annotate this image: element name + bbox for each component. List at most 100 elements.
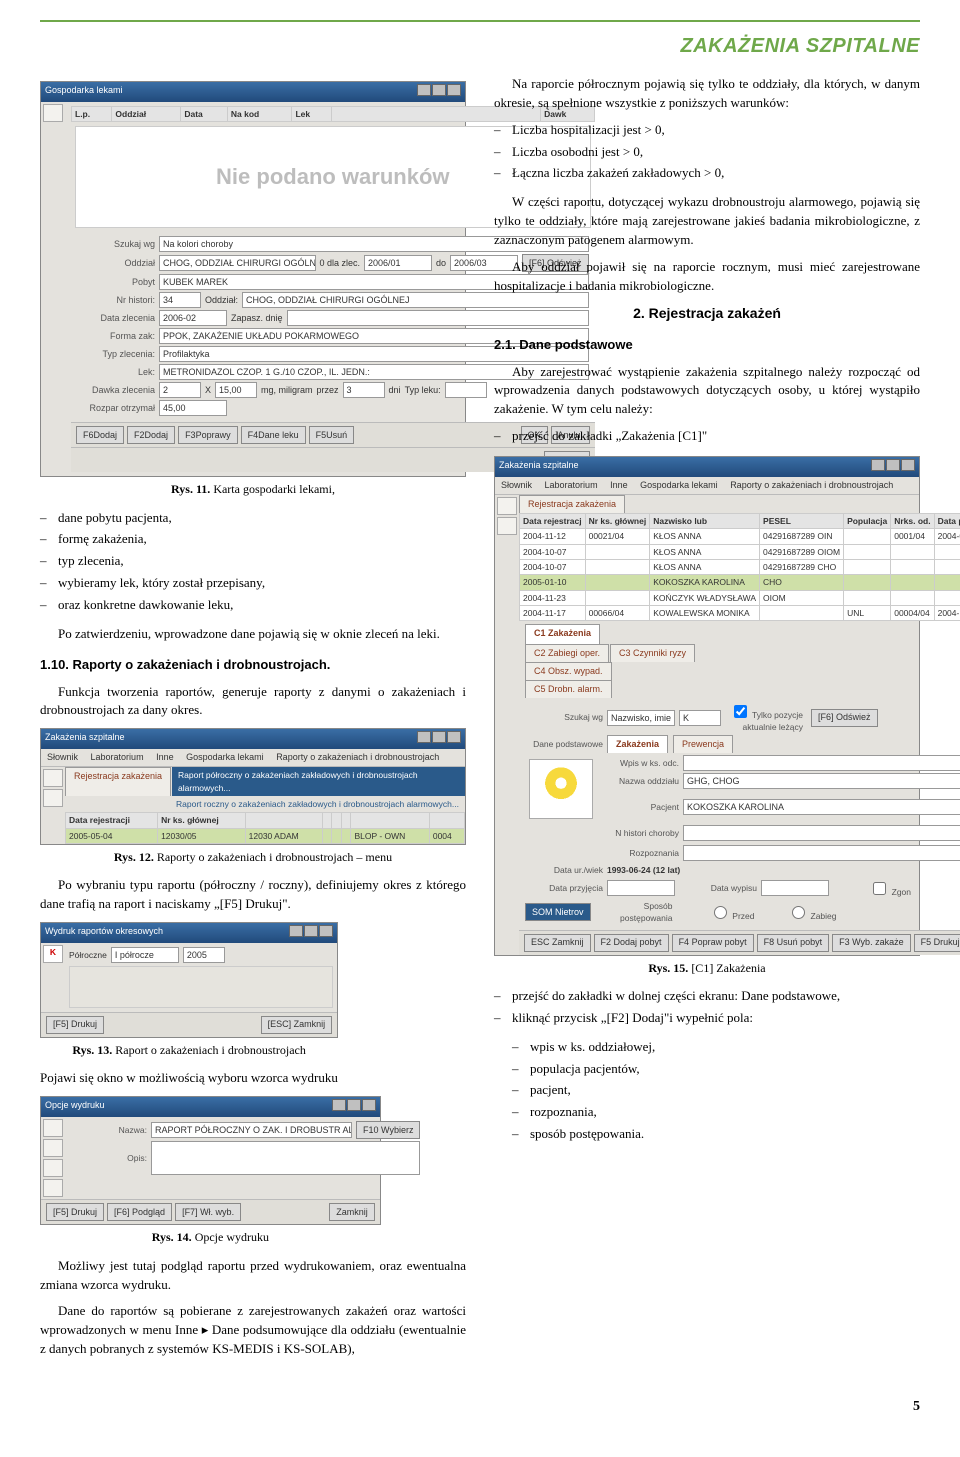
btn-esc-zamknij[interactable]: ESC Zamknij [524,934,591,952]
lbl-wpis: Wpis w ks. odc. [601,757,679,769]
btn-f3-11[interactable]: F3Poprawy [178,426,238,444]
menu-item[interactable]: Raporty o zakażeniach i drobnoustrojach [730,480,893,490]
win15-sysbuttons[interactable] [870,459,915,475]
report-option-1[interactable]: Raport półroczny o zakażeniach zakładowy… [172,767,465,796]
tab-c4[interactable]: C4 Obsz. wypad. [525,662,612,680]
inp-nrhist[interactable]: 34 [159,292,201,308]
win12-sysbuttons[interactable] [416,731,461,747]
btn-f4-popraw-pobyt[interactable]: F4 Popraw pobyt [672,934,754,952]
menu-item[interactable]: Słownik [47,752,78,762]
inp-nazwa[interactable]: RAPORT PÓŁROCZNY O ZAK. I DROBUSTR ALAR [151,1122,352,1138]
inp-wpis[interactable] [683,755,960,771]
lbl-nhist: N histori choroby [601,827,679,839]
figure-15: Zakażenia szpitalne Słownik Laboratorium… [494,456,920,977]
btn-f7-14[interactable]: [F7] Wł. wyb. [175,1203,241,1221]
menu-item[interactable]: Inne [156,752,174,762]
btn-f2-dodaj-pobyt[interactable]: F2 Dodaj pobyt [594,934,669,952]
inp-od[interactable]: 2006/01 [364,255,432,271]
chk-zgon[interactable]: Zgon [833,879,911,898]
td [760,605,844,620]
win14-sysbuttons[interactable] [331,1099,376,1115]
tab-c1[interactable]: C1 Zakażenia [525,624,600,643]
page-number: 5 [40,1397,920,1417]
lbl-polroczne: Półroczne [69,949,107,961]
th: Populacja [844,514,891,529]
inp-opis[interactable] [151,1141,420,1175]
inp-datazlec[interactable]: 2006-02 [159,310,227,326]
menu-item[interactable]: Raporty o zakażeniach i drobnoustrojach [276,752,439,762]
inp-rozpot[interactable]: 45,00 [159,400,227,416]
td: UNL [844,605,891,620]
btn-zam-14[interactable]: Zamknij [329,1203,375,1221]
btn-som-nietrov[interactable]: SOM Nietrov [525,903,591,921]
win12-menu[interactable]: Słownik Laboratorium Inne Gospodarka lek… [41,749,465,767]
win15-menu[interactable]: Słownik Laboratorium Inne Gospodarka lek… [495,477,919,495]
td [844,590,891,605]
inp-typleku[interactable] [445,382,487,398]
lbl-odzlec: 0 dla zlec. [320,257,361,270]
tab-rejestracja-15[interactable]: Rejestracja zakażenia [519,495,625,513]
inp-oddzial-15[interactable]: GHG, CHOG [683,773,960,789]
lbl-oddzial: Oddział [77,257,155,270]
td: 00004/04 [891,605,934,620]
radio-zabieg[interactable]: Zabieg [759,903,837,922]
td: KOWALEWSKA MONIKA [650,605,760,620]
btn-f8-usuń-pobyt[interactable]: F8 Usuń pobyt [757,934,830,952]
btn-f6-14[interactable]: [F6] Podgląd [107,1203,172,1221]
menu-item[interactable]: Gospodarka lekami [186,752,264,762]
btn-f6-11[interactable]: F6Dodaj [76,426,124,444]
inp-pacjent[interactable]: KOKOSZKA KAROLINA [683,799,960,815]
tab-rejestracja-12[interactable]: Rejestracja zakażenia [65,767,171,796]
figure-13: Wydruk raportów okresowych K Półroczne I… [40,922,338,1059]
inp-filter-val[interactable]: K [679,710,721,726]
tab-c5[interactable]: C5 Drobn. alarm. [525,680,612,698]
win13-sysbuttons[interactable] [288,925,333,941]
menu-item[interactable]: Słownik [501,480,532,490]
btn-f3-wyb.-zakaże[interactable]: F3 Wyb. zakaże [832,934,910,952]
td: 2005-01-10 [520,575,586,590]
tab-c3[interactable]: C3 Czynniki ryzy [610,644,695,662]
inp-polrocze[interactable]: I półrocze [111,947,179,963]
inp-nhist[interactable] [683,825,960,841]
radio-przed[interactable]: Przed [677,903,755,922]
menu-item[interactable]: Laboratorium [545,480,598,490]
inp-datawyp[interactable] [761,880,829,896]
inp-dawka1[interactable]: 2 [159,382,201,398]
menu-item[interactable]: Gospodarka lekami [640,480,718,490]
lbl-pacjent: Pacjent [601,801,679,813]
chk-only-current[interactable]: Tylko pozycje aktualnie leżący [725,702,803,734]
td [844,529,891,544]
tab-c2[interactable]: C2 Zabiegi oper. [525,644,609,662]
btn-drukuj-13[interactable]: [F5] Drukuj [46,1016,104,1034]
btn-odsw-15[interactable]: [F6] Odśwież [811,709,878,727]
btn-f5-11[interactable]: F5Usuń [309,426,355,444]
inp-przez[interactable]: 3 [343,382,385,398]
win11-sysbuttons[interactable] [416,84,461,100]
btn-f4-11[interactable]: F4Dane leku [241,426,306,444]
inp-szukaj-15[interactable]: Nazwisko, imie [607,710,675,726]
menu-item[interactable]: Laboratorium [91,752,144,762]
fig14-cap-b: Rys. 14. [152,1230,192,1244]
fig12-cap-r: Raporty o zakażeniach i drobnoustrojach … [154,850,392,864]
tab-zakazenia[interactable]: Zakażenia [607,735,668,753]
menu-item[interactable]: Inne [610,480,628,490]
win14-side [41,1117,65,1199]
figure-11: Gospodarka lekami L.p.OddziałDataNa kodL… [40,81,466,499]
report-option-2[interactable]: Raport roczny o zakażeniach zakładowych … [65,796,465,812]
para-after-bullets: Po zatwierdzeniu, wprowadzone dane pojaw… [40,625,466,644]
lbl-szukaj-15: Szukaj wg [525,711,603,723]
btn-f10-14[interactable]: F10 Wybierz [356,1121,420,1139]
inp-dataprzyj[interactable] [607,880,675,896]
td: CHO [760,575,844,590]
tab-prewencja[interactable]: Prewencja [673,735,733,753]
inp-dawka2[interactable]: 15,00 [215,382,257,398]
lbl-dawka: Dawka zlecenia [77,384,155,397]
btn-f2-11[interactable]: F2Dodaj [127,426,175,444]
btn-f5-drukuj[interactable]: F5 Drukuj [914,934,960,952]
inp-oddzial[interactable]: CHOG, ODDZIAŁ CHIRURGI OGÓLNEJ, 4500 [159,255,316,271]
btn-zamknij-13[interactable]: [ESC] Zamknij [261,1016,333,1034]
inp-rozp[interactable] [683,845,960,861]
inp-year[interactable]: 2005 [183,947,225,963]
btn-f5-14[interactable]: [F5] Drukuj [46,1203,104,1221]
list-item: przejść do zakładki w dolnej części ekra… [494,987,920,1006]
